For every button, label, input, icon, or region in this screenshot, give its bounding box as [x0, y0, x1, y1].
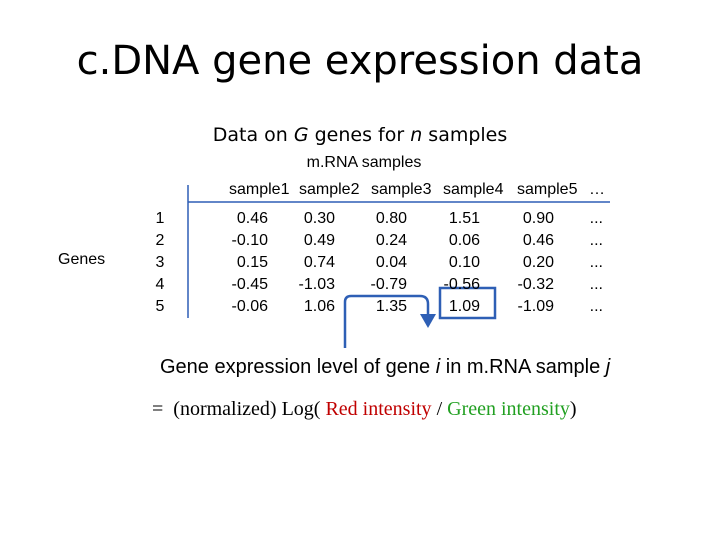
- table-cell: -1.03: [298, 276, 335, 293]
- formula-green-text: Green intensity: [447, 398, 570, 420]
- table-cell: -1.09: [517, 298, 554, 315]
- table-cell: 0.10: [448, 254, 480, 271]
- row-index: 2: [155, 232, 165, 249]
- column-group-label: m.RNA samples: [306, 154, 422, 171]
- table-cell: 0.30: [303, 210, 335, 227]
- table-cell: -0.79: [370, 276, 407, 293]
- table-cell: -0.32: [517, 276, 554, 293]
- table-cell: 0.46: [236, 210, 268, 227]
- column-header: …: [589, 181, 605, 198]
- table-cell: ...: [589, 298, 603, 315]
- table-cell: -0.56: [443, 276, 480, 293]
- subtitle-prefix: Data on: [212, 124, 294, 146]
- column-header: sample3: [371, 181, 432, 198]
- slide-title: c.DNA gene expression data: [76, 38, 644, 84]
- formula-red-text: Red intensity: [325, 398, 432, 420]
- caption-j: j: [605, 356, 611, 378]
- table-cell: -0.06: [231, 298, 268, 315]
- table-cell: 0.06: [448, 232, 480, 249]
- table-cell: -0.45: [231, 276, 268, 293]
- row-index: 3: [155, 254, 165, 271]
- table-cell: 0.74: [303, 254, 335, 271]
- caption-part1: Gene expression level of gene: [160, 356, 436, 378]
- row-index: 4: [155, 276, 165, 293]
- row-index: 1: [155, 210, 165, 227]
- caption-i: i: [435, 356, 441, 378]
- table-cell: ...: [589, 276, 603, 293]
- formula: = (normalized) Log( Red intensity / Gree…: [152, 398, 577, 421]
- table-cell: 0.46: [522, 232, 554, 249]
- table-cell: ...: [589, 254, 603, 271]
- subtitle-suffix: samples: [422, 124, 508, 146]
- caption-part2: in m.RNA sample: [440, 356, 606, 378]
- row-index: 5: [155, 298, 165, 315]
- table-cell: 1.51: [448, 210, 480, 227]
- column-header: sample2: [299, 181, 360, 198]
- table-cell: 0.80: [375, 210, 407, 227]
- column-header: sample4: [443, 181, 504, 198]
- row-group-label: Genes: [58, 251, 106, 268]
- table-cell: -0.10: [231, 232, 268, 249]
- table-cell: 1.06: [303, 298, 335, 315]
- caption: Gene expression level of gene i in m.RNA…: [160, 356, 610, 379]
- formula-equals: =: [152, 398, 164, 420]
- highlight-box: [438, 286, 497, 320]
- subtitle-g: G: [293, 124, 309, 146]
- column-header: sample1: [229, 181, 290, 198]
- table-cell: 1.35: [375, 298, 407, 315]
- formula-suffix: ): [569, 398, 577, 420]
- table-cell: 0.04: [375, 254, 407, 271]
- table-cell: 0.90: [522, 210, 554, 227]
- table-cell: 0.24: [375, 232, 407, 249]
- table-cell: ...: [589, 210, 603, 227]
- table-cell: 1.09: [448, 298, 480, 315]
- formula-slash: /: [431, 398, 448, 420]
- slide-subtitle: Data on G genes for n samples: [0, 124, 720, 146]
- formula-prefix: (normalized) Log(: [173, 398, 321, 420]
- pointer-arrowhead: [420, 314, 436, 328]
- table-cell: ...: [589, 232, 603, 249]
- subtitle-middle: genes for: [308, 124, 411, 146]
- subtitle-n: n: [410, 124, 423, 146]
- pointer-arrow: [343, 294, 430, 348]
- column-header: sample5: [517, 181, 578, 198]
- table-cell: 0.20: [522, 254, 554, 271]
- table-cell: 0.49: [303, 232, 335, 249]
- table-cell: 0.15: [236, 254, 268, 271]
